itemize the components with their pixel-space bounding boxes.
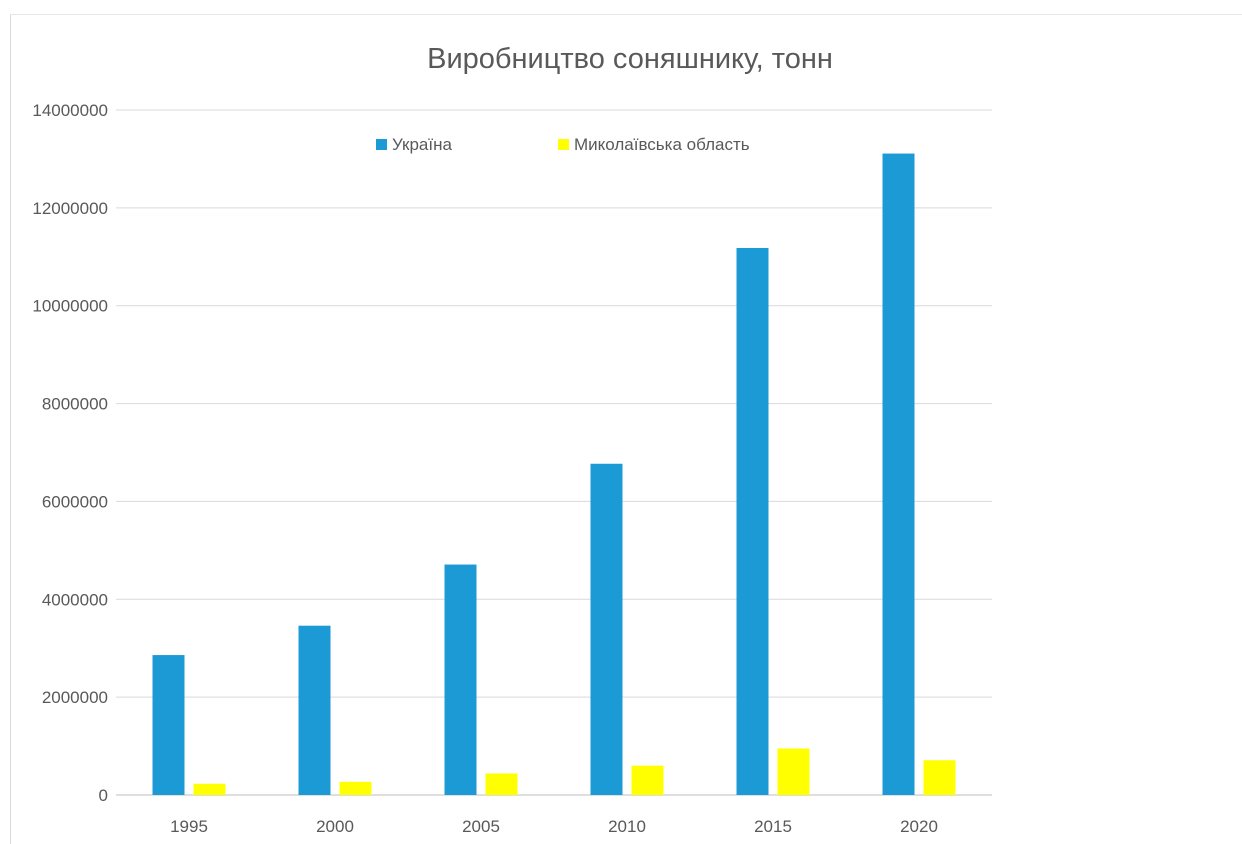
y-tick-label: 12000000: [32, 199, 108, 218]
y-tick-label: 0: [99, 786, 108, 805]
chart-border: [10, 14, 1242, 15]
gridlines: [116, 109, 992, 796]
chart-border: [10, 14, 11, 844]
chart-title: Виробництво соняшнику, тонн: [427, 43, 833, 75]
bars: [152, 153, 956, 795]
y-tick-label: 4000000: [42, 590, 108, 609]
x-tick-label: 2015: [754, 817, 792, 836]
bar-mykolaiv-oblast-2010: [631, 765, 664, 795]
y-tick-label: 14000000: [32, 101, 108, 120]
y-tick-label: 10000000: [32, 297, 108, 316]
x-tick-label: 2005: [462, 817, 500, 836]
y-tick-label: 8000000: [42, 395, 108, 414]
bar-mykolaiv-oblast-2000: [339, 781, 372, 795]
bar-ukraine-2020: [882, 153, 915, 795]
bar-ukraine-1995: [152, 655, 185, 795]
x-axis-tick-labels: 1995 2000 2005 2010 2015 2020: [170, 817, 938, 836]
x-tick-label: 1995: [170, 817, 208, 836]
bar-mykolaiv-oblast-2015: [777, 748, 810, 795]
bar-ukraine-2010: [590, 463, 623, 795]
bar-ukraine-2005: [444, 564, 477, 795]
bar-mykolaiv-oblast-2020: [923, 760, 956, 795]
x-tick-label: 2010: [608, 817, 646, 836]
x-tick-label: 2020: [900, 817, 938, 836]
legend-label-mykolaiv-oblast: Миколаївська область: [574, 135, 750, 154]
y-tick-label: 6000000: [42, 492, 108, 511]
legend-label-ukraine: Україна: [392, 135, 452, 154]
legend-swatch-mykolaiv-oblast: [558, 139, 569, 150]
y-axis-tick-labels: 0 2000000 4000000 6000000 8000000 10000000 120…: [32, 101, 108, 805]
x-tick-label: 2000: [316, 817, 354, 836]
legend: Україна Миколаївська область: [376, 135, 750, 154]
bar-mykolaiv-oblast-2005: [485, 773, 518, 795]
legend-swatch-ukraine: [376, 139, 387, 150]
bar-ukraine-2000: [298, 625, 331, 795]
y-tick-label: 2000000: [42, 688, 108, 707]
bar-ukraine-2015: [736, 247, 769, 795]
bar-mykolaiv-oblast-1995: [193, 783, 226, 795]
